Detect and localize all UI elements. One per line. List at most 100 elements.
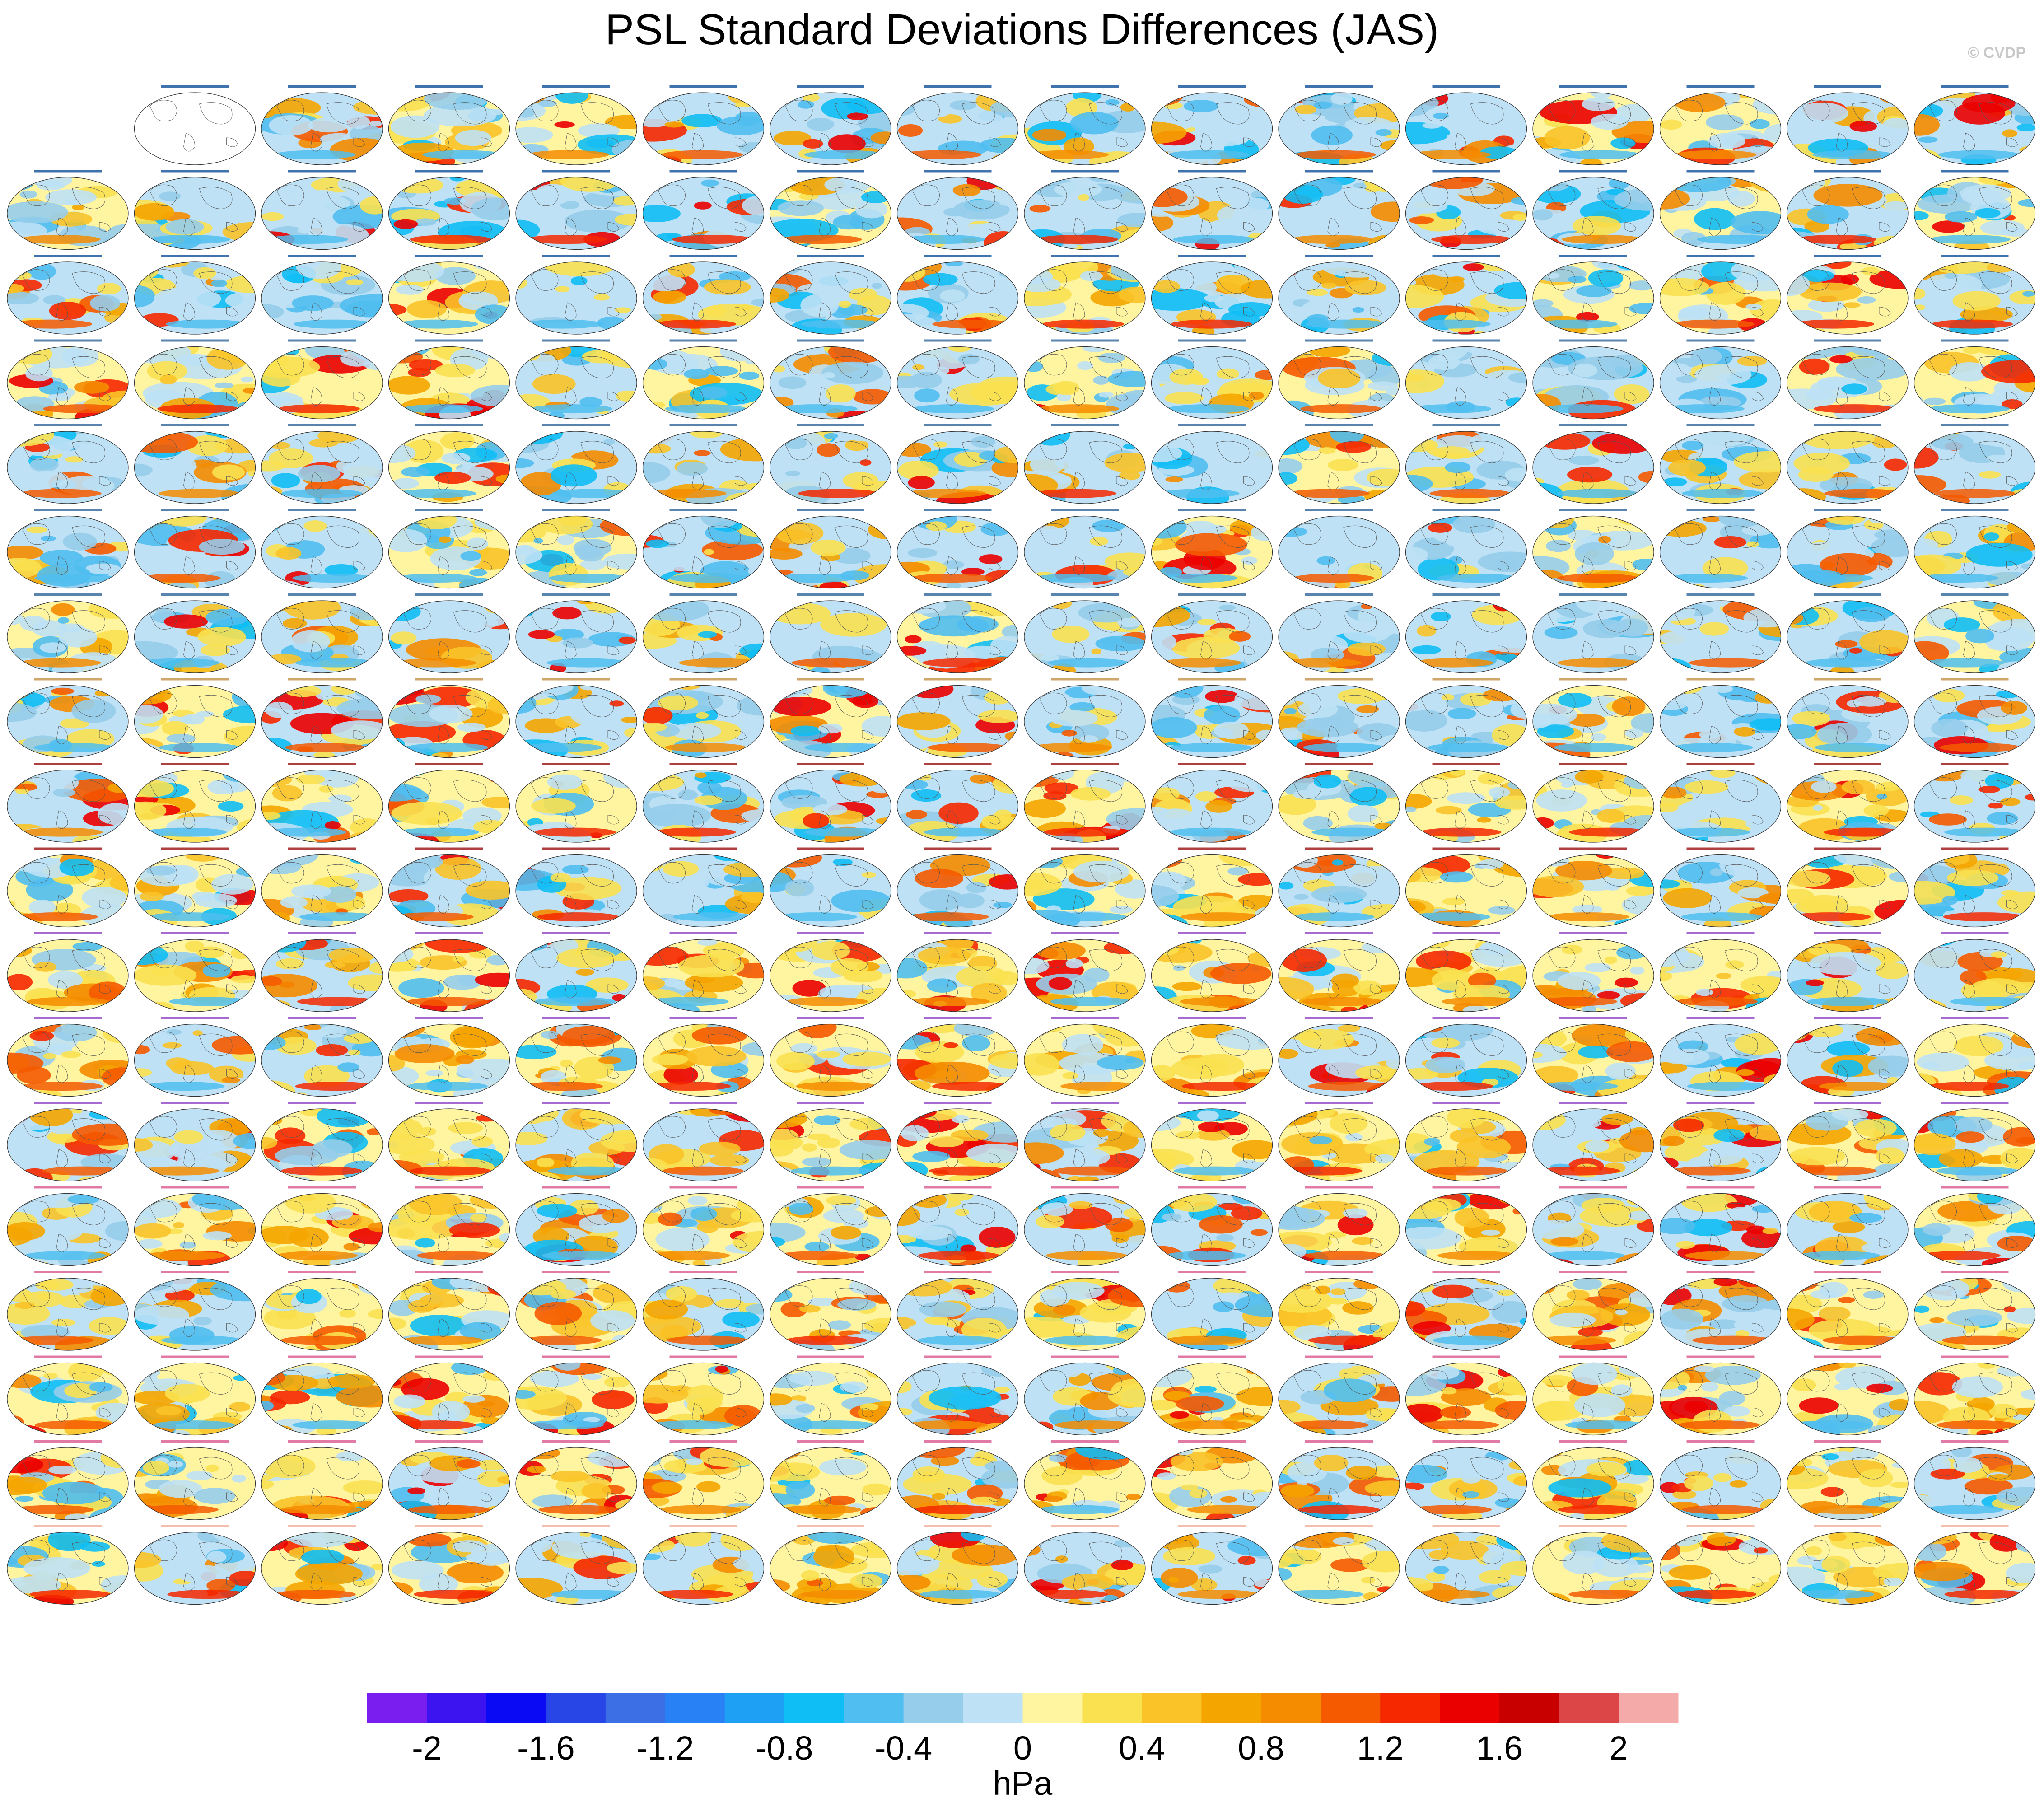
map-panel [1913, 255, 2036, 335]
map-panel [261, 424, 383, 504]
panel-title [1559, 509, 1627, 511]
panel-title [1051, 1186, 1119, 1189]
map-panel [896, 932, 1019, 1012]
panel-title [161, 424, 229, 426]
panel-title [415, 509, 483, 511]
panel-title [1178, 424, 1246, 426]
panel-title [415, 847, 483, 850]
panel-title [1305, 932, 1373, 934]
panel-title [1051, 1271, 1119, 1273]
panel-title [797, 1186, 864, 1189]
panel-title [797, 1440, 864, 1443]
panel-title [924, 255, 992, 257]
panel-title [34, 424, 102, 426]
panel-title [1559, 593, 1627, 596]
colorbar-swatch [1559, 1693, 1619, 1723]
panel-title [34, 170, 102, 173]
panel-title [1559, 932, 1627, 934]
map-panel [261, 1271, 383, 1351]
map-panel [1024, 932, 1146, 1012]
panel-title [288, 593, 356, 596]
panel-title [1814, 593, 1881, 596]
panel-title [1559, 847, 1627, 850]
map-panel [1151, 1525, 1273, 1605]
map-panel [7, 170, 129, 250]
colorbar-swatch [724, 1693, 785, 1723]
panel-title [161, 1186, 229, 1189]
map-panel [1913, 1271, 2036, 1351]
panel-title [415, 932, 483, 934]
colorbar-swatch [1022, 1693, 1083, 1723]
map-panel [1278, 847, 1400, 928]
colorbar-tick-label: -1.2 [636, 1729, 694, 1767]
panel-title [1814, 678, 1881, 681]
panel-title [1178, 255, 1246, 257]
panel-title [415, 1271, 483, 1273]
map-panel [134, 847, 256, 928]
panel-title [1051, 763, 1119, 765]
panel-title [797, 1355, 864, 1358]
colorbar-tick-label: 1.2 [1357, 1729, 1404, 1767]
panel-title [288, 255, 356, 257]
panel-title [288, 339, 356, 342]
map-panel [261, 593, 383, 673]
panel-title [34, 847, 102, 850]
panel-title [1178, 339, 1246, 342]
map-panel [642, 339, 765, 420]
panel-title [1432, 1440, 1500, 1443]
panel-title [288, 85, 356, 88]
panel-title [1941, 1102, 2009, 1104]
panel-title [288, 1186, 356, 1189]
map-panel [770, 1525, 891, 1605]
panel-title [1432, 847, 1500, 850]
panel-title [288, 1102, 356, 1104]
colorbar-tick-label: 0 [1013, 1729, 1032, 1767]
map-panel [515, 509, 637, 589]
colorbar-swatch [1321, 1693, 1381, 1723]
panel-title [797, 509, 864, 511]
panel-title [34, 763, 102, 765]
colorbar-swatch [367, 1693, 427, 1723]
panel-title [288, 1355, 356, 1358]
map-panel [1659, 763, 1782, 843]
panel-title [1432, 1102, 1500, 1104]
panel-title [542, 255, 610, 257]
colorbar-swatch [1619, 1693, 1679, 1723]
panel-title [1178, 1186, 1246, 1189]
panel-title [415, 424, 483, 426]
panel-title [161, 847, 229, 850]
panel-title [1178, 932, 1246, 934]
panel-title [1305, 1017, 1373, 1019]
panel-title [1305, 1525, 1373, 1527]
panel-title [924, 1440, 992, 1443]
panel-title [1559, 1017, 1627, 1019]
panel-title [669, 1525, 737, 1527]
panel-title [1814, 763, 1881, 765]
map-panel [1405, 593, 1527, 673]
panel-title [161, 85, 229, 88]
map-panel [1024, 678, 1146, 758]
panel-title [288, 424, 356, 426]
panel-title [797, 763, 864, 765]
panel-title [542, 593, 610, 596]
colorbar-swatch [1082, 1693, 1142, 1723]
panel-title [415, 1102, 483, 1104]
map-panel [1532, 678, 1654, 758]
map-panel [896, 339, 1019, 420]
panel-title [669, 1102, 737, 1104]
map-panel [515, 1186, 637, 1266]
panel-title [1432, 1525, 1500, 1527]
panel-title [1432, 424, 1500, 426]
map-panel [1151, 509, 1273, 589]
panel-title [288, 763, 356, 765]
panel-title [542, 1102, 610, 1104]
map-panel [1659, 1355, 1782, 1436]
map-panel [896, 1355, 1019, 1436]
panel-title [1686, 1186, 1755, 1189]
panel-title [924, 1355, 992, 1358]
panel-title [288, 1017, 356, 1019]
panel-title [34, 932, 102, 934]
map-panel [261, 678, 383, 758]
colorbar-tick-label: -1.6 [517, 1729, 575, 1767]
map-panel [1405, 763, 1527, 843]
